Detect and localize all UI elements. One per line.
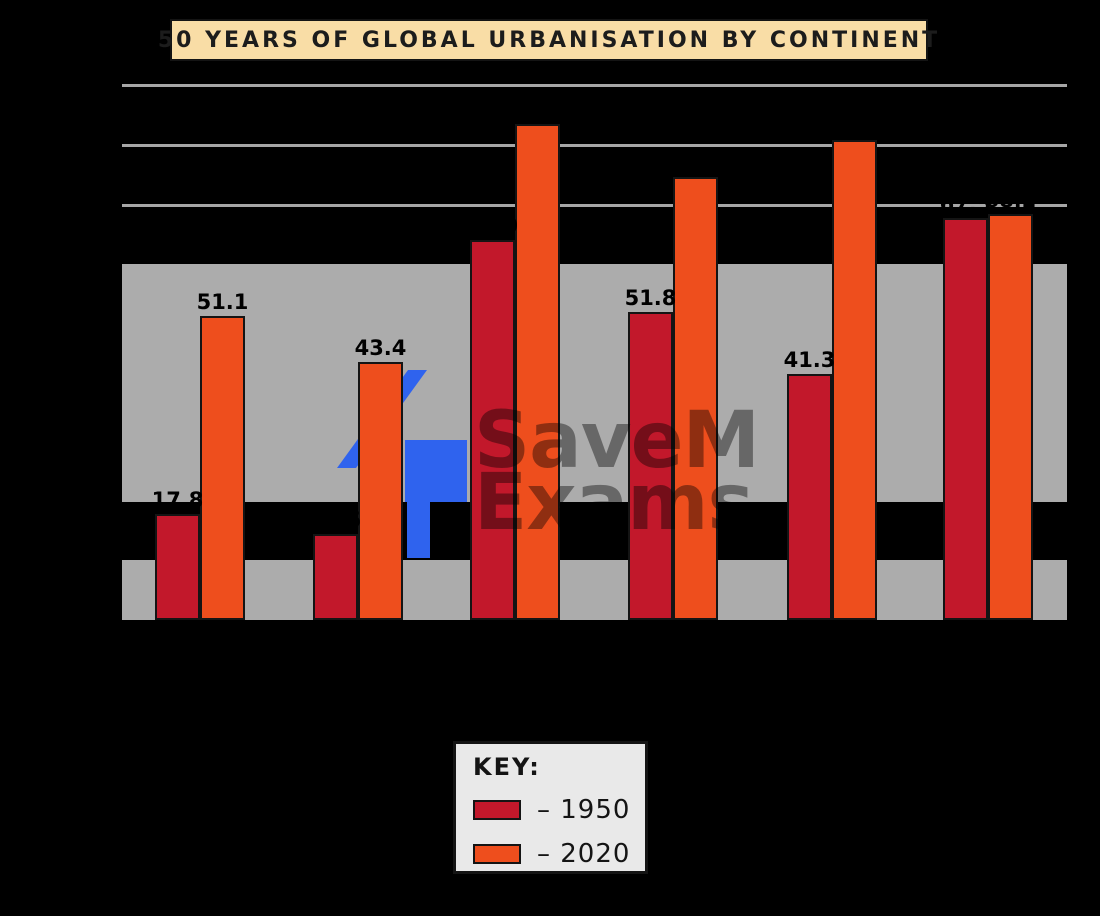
- gray-band-lower: [122, 560, 1067, 620]
- chart-title-box: 50 YEARS OF GLOBAL URBANISATION BY CONTI…: [158, 19, 937, 61]
- legend-heading: KEY:: [473, 753, 541, 781]
- legend-label-1950: – 1950: [537, 795, 631, 825]
- legend-row-1950: – 1950: [473, 795, 645, 825]
- bar-1950-group2: [313, 534, 358, 620]
- gridline-80pct: [122, 144, 1067, 147]
- bar-label-2020-group3: 83.3: [511, 98, 564, 122]
- bar-label-2020-group5: 80.6: [828, 114, 881, 138]
- chart-title: 50 YEARS OF GLOBAL URBANISATION BY CONTI…: [157, 27, 941, 53]
- legend-label-2020: – 2020: [537, 839, 631, 869]
- bar-label-2020-group6: 68.2: [984, 188, 1037, 212]
- legend-swatch-2020: [473, 844, 521, 864]
- legend-swatch-1950: [473, 800, 521, 820]
- bar-1950-group5: [787, 374, 832, 620]
- bar-1950-group1: [155, 514, 200, 620]
- bar-1950-group3: [470, 240, 515, 620]
- legend-row-2020: – 2020: [473, 839, 645, 869]
- bar-label-1950-group1: 17.8: [151, 488, 204, 512]
- bar-2020-group4: [673, 177, 718, 620]
- bar-2020-group3: [515, 124, 560, 620]
- bar-label-2020-group4: 74.5: [669, 151, 722, 175]
- bar-label-1950-group6: 67.5: [939, 192, 992, 216]
- gray-band-upper: [122, 264, 1067, 502]
- bar-label-2020-group2: 43.4: [354, 336, 407, 360]
- bar-label-2020-group1: 51.1: [196, 290, 249, 314]
- bar-label-1950-group3: 63.9: [466, 214, 519, 238]
- bar-2020-group5: [832, 140, 877, 620]
- gridline-90pct: [122, 84, 1067, 87]
- legend-box: KEY: – 1950 – 2020: [453, 741, 648, 874]
- bar-2020-group2: [358, 362, 403, 620]
- bar-label-1950-group5: 41.3: [783, 348, 836, 372]
- bar-label-1950-group2: 14.5: [309, 508, 362, 532]
- bar-1950-group6: [943, 218, 988, 620]
- bar-label-1950-group4: 51.8: [624, 286, 677, 310]
- bar-1950-group4: [628, 312, 673, 620]
- bar-2020-group6: [988, 214, 1033, 620]
- gridline-70pct: [122, 204, 1067, 207]
- bar-2020-group1: [200, 316, 245, 620]
